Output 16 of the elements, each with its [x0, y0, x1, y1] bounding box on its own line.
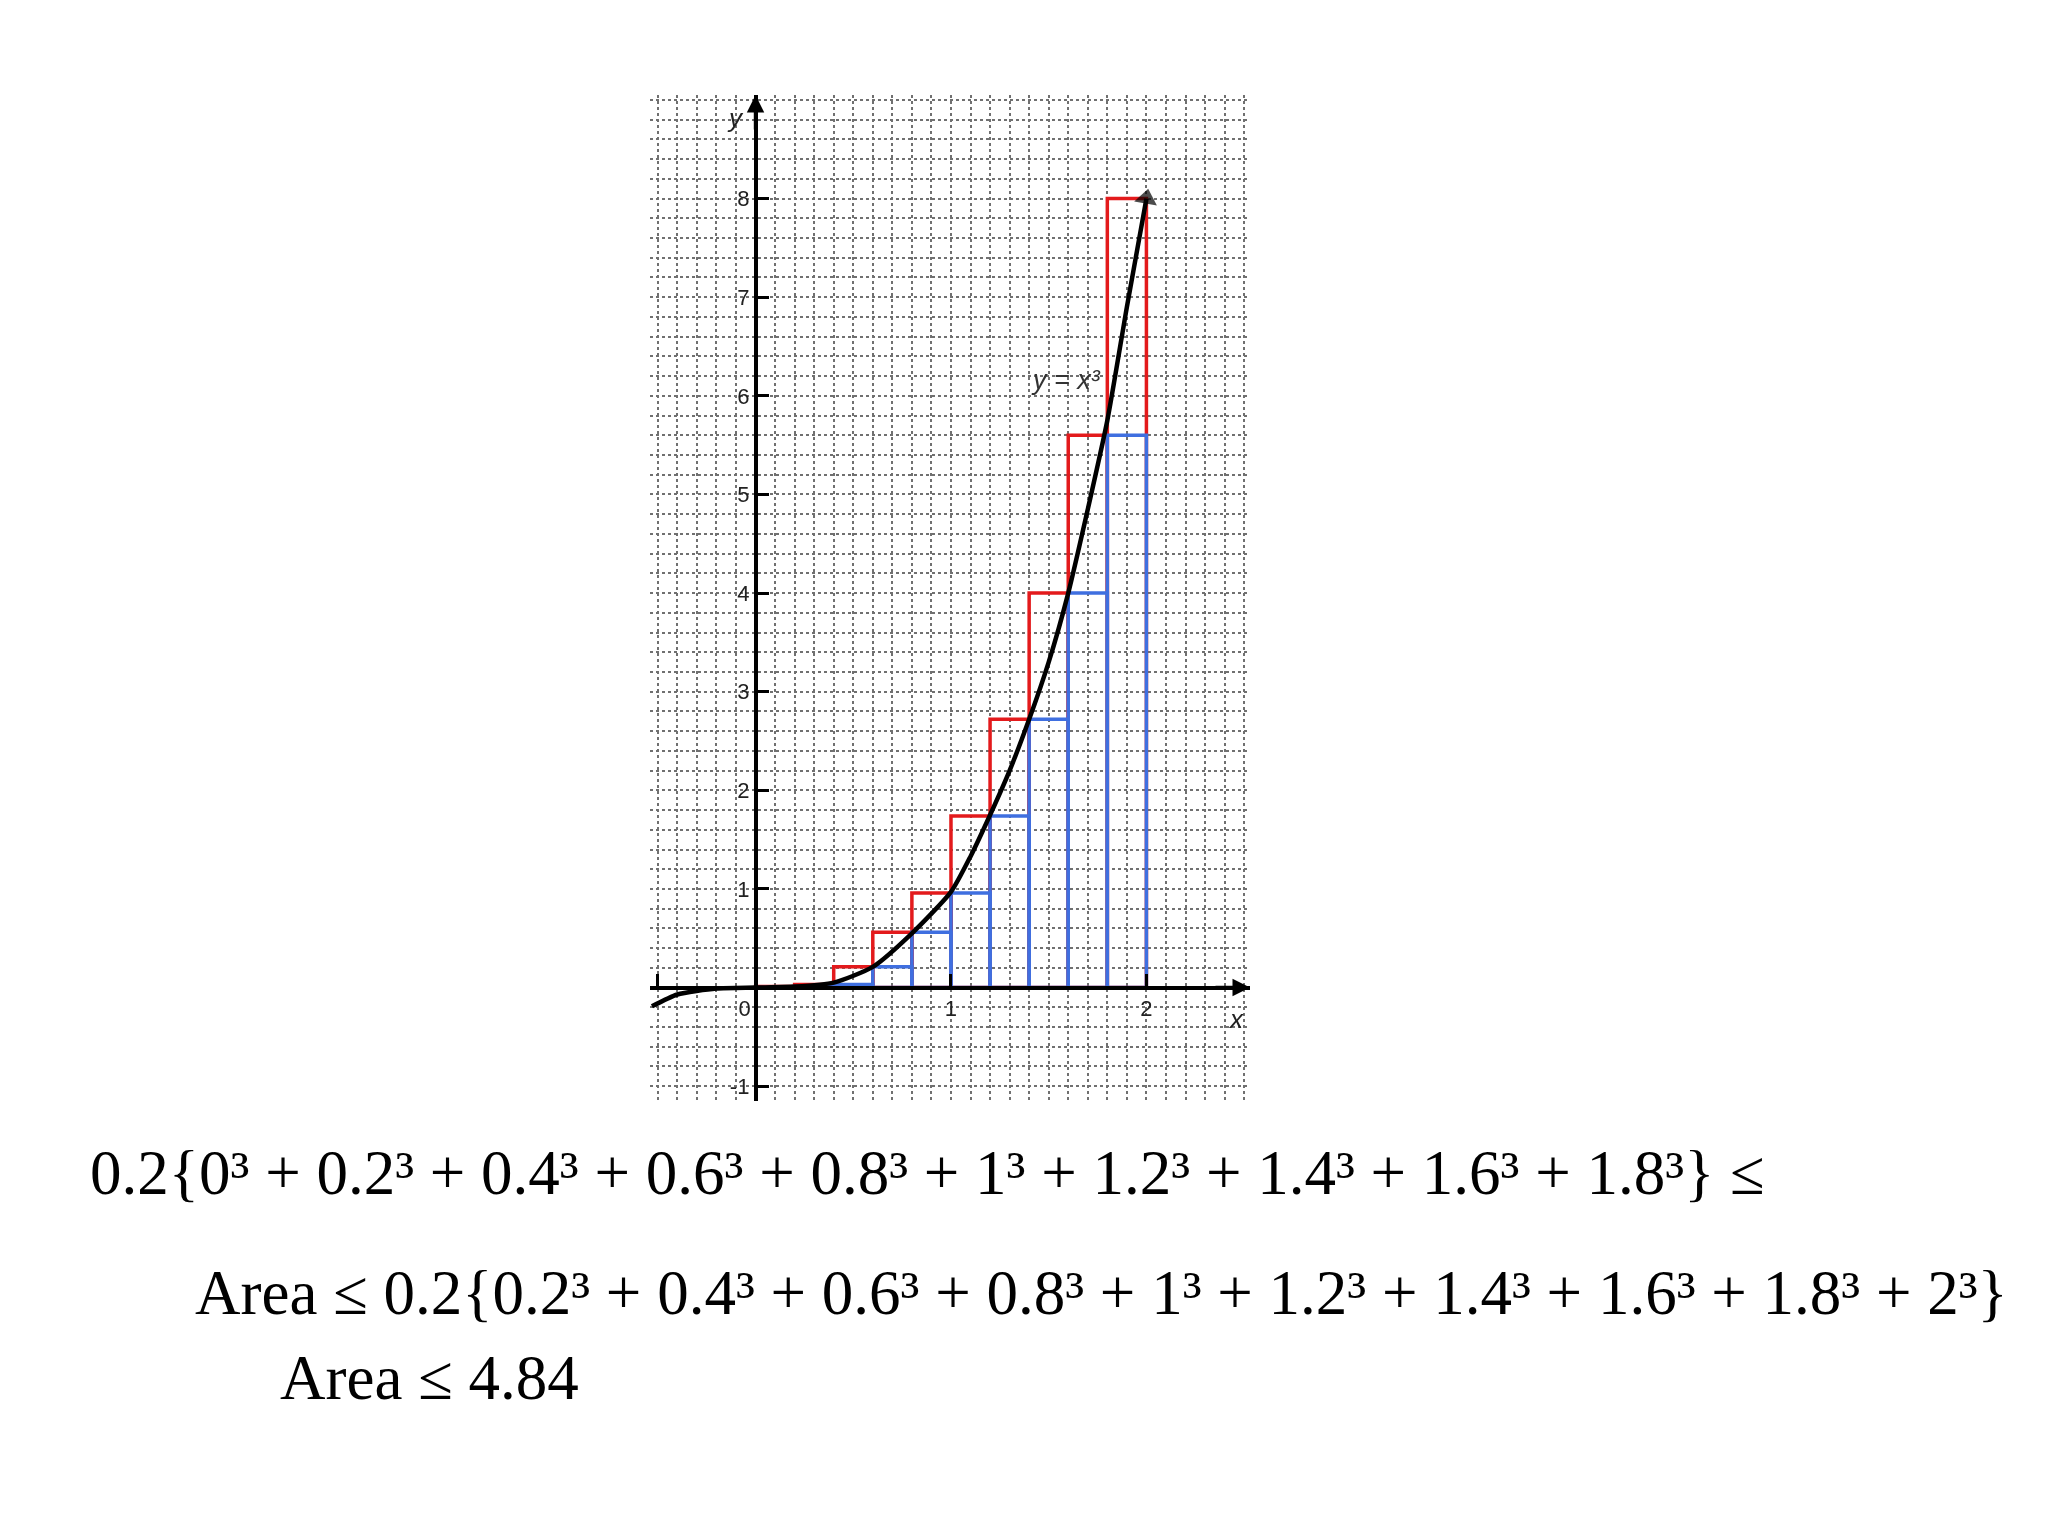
text: Area ≤ 0.2{0.2³ + 0.4³ + 0.6³ + 0.8³ + 1³ + 1.2³ + 1.4³ + 1.6³ + 1.8³ + 2³} — [195, 1258, 2008, 1328]
text: 0.2{0³ + 0.2³ + 0.4³ + 0.6³ + 0.8³ + 1³ + 1.2³ + 1.4³ + 1.6³ + 1.8³} ≤ — [90, 1138, 1765, 1208]
y-tick-label: 4 — [737, 580, 750, 606]
annotation: y = x³ — [1031, 365, 1101, 395]
x-tick-label: 1 — [944, 995, 958, 1021]
x-axis-title: x — [1228, 1004, 1244, 1034]
y-tick-label: 7 — [737, 284, 750, 310]
text: Area ≤ 4.84 — [280, 1343, 579, 1413]
y-axis-title: y — [727, 103, 744, 133]
y-tick-label: -1 — [729, 1073, 750, 1099]
y-tick-label: 8 — [737, 186, 750, 212]
y-tick-label: 3 — [737, 679, 750, 705]
y-tick-label: 2 — [737, 778, 750, 804]
y-tick-label: 6 — [737, 383, 750, 409]
y-tick-label: 5 — [737, 482, 750, 508]
x-tick-label: 0 — [738, 995, 773, 1021]
